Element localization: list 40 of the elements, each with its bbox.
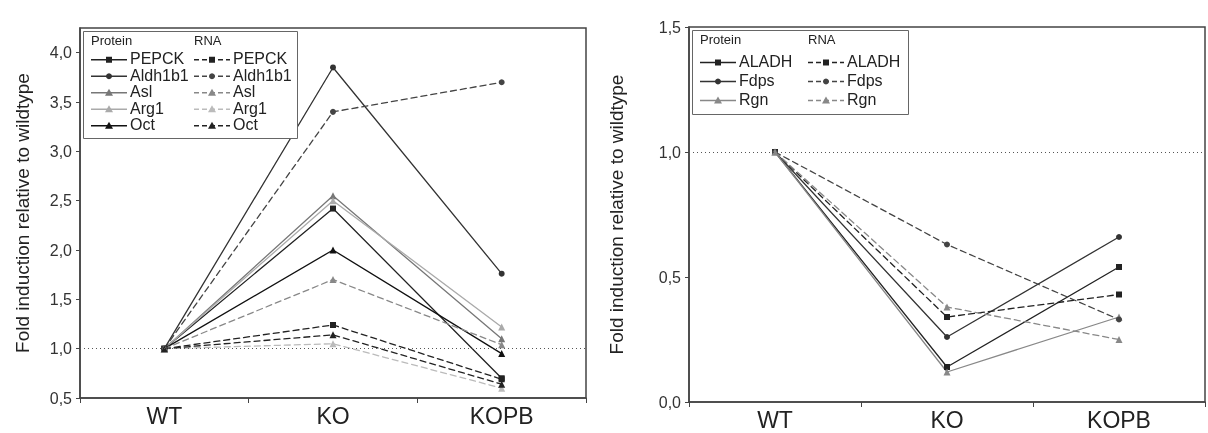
legend-label: PEPCK [233,50,288,68]
legend-label: Asl [130,83,153,101]
y-tick-label: 1,5 [658,18,682,36]
y-tick-label: 0,0 [658,393,682,411]
y-tick-label: 3,0 [49,142,73,160]
legend-label: Arg1 [130,99,164,117]
legend-label: ALADH [847,53,901,70]
legend-label: ALADH [739,53,793,70]
y-tick-label: 3,5 [49,93,73,111]
x-tick-label: KOPB [1087,406,1151,433]
legend-label: Asl [233,83,256,101]
legend-label: Arg1 [233,99,267,117]
annotation: Protein [91,33,133,48]
x-tick-label: WT [146,402,183,429]
y-tick-label: 1,5 [49,290,73,308]
y-tick-label: 0,5 [49,389,73,407]
y-tick-label: 2,0 [49,241,73,259]
y-tick-label: 1,0 [49,340,73,358]
legend-label: Aldh1b1 [233,66,292,84]
legend-label: Rgn [847,91,877,108]
legend-label: PEPCK [130,50,185,68]
annotation: RNA [194,33,222,48]
legend-label: Rgn [739,91,769,108]
legend-label: Oct [233,116,259,134]
x-tick-label: KO [930,406,964,433]
x-tick-label: KOPB [469,402,534,429]
y-tick-label: 0,5 [658,268,682,286]
legend-label: Fdps [847,72,883,89]
y-tick-label: 2,5 [49,192,73,210]
x-tick-label: KO [316,402,350,429]
legend-label: Aldh1b1 [130,66,189,84]
y-axis-title: Fold induction relative to wildtype [12,73,33,353]
annotation: Protein [700,32,742,47]
legend-label: Oct [130,116,156,134]
annotation: RNA [808,32,836,47]
legend-label: Fdps [739,72,775,89]
y-tick-label: 4,0 [49,44,73,62]
y-tick-label: 1,0 [658,143,682,161]
y-axis-title: Fold induction relative to wildtype [606,74,627,355]
x-tick-label: WT [757,406,793,433]
